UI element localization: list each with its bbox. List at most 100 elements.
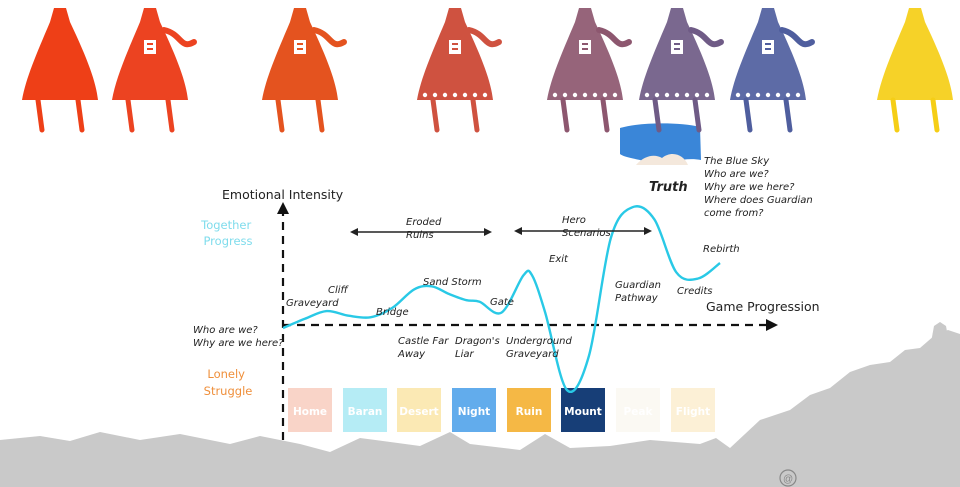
y-axis-title: Emotional Intensity [222, 187, 344, 202]
hem-dot [664, 92, 670, 98]
robe-glyph [671, 40, 683, 54]
robe-glyph-stroke [147, 43, 153, 45]
hem-dot [644, 92, 650, 98]
robe-glyph-stroke [674, 43, 680, 45]
progress-label: Progress [203, 234, 252, 248]
hem-dot [592, 92, 598, 98]
x-axis-arrow-icon [766, 319, 778, 331]
sky-cloud [636, 154, 688, 165]
hem-dot [694, 92, 700, 98]
hem-dot [462, 92, 468, 98]
lonely-label: Lonely [207, 367, 245, 381]
stage-tile-ruin: Ruin [507, 388, 551, 432]
annotation-line: Eroded [406, 217, 442, 228]
stage-tile-peak: Peak [616, 388, 660, 432]
hem-dot [482, 92, 488, 98]
hem-dot [795, 92, 801, 98]
eroded-ruins-range-arrow [350, 228, 492, 236]
annotation-line: Pathway [615, 293, 659, 304]
hem-dot [745, 92, 751, 98]
annotation-line: Cliff [328, 285, 350, 296]
robe-glyph-stroke [297, 43, 303, 45]
robe-glyph-stroke [147, 48, 153, 50]
stage-tile-swatch [671, 388, 715, 432]
annotation-line: Castle Far [398, 336, 449, 347]
traveler-figure-7 [730, 8, 815, 133]
annotation-line: Graveyard [506, 349, 559, 360]
stage-tile-swatch [507, 388, 551, 432]
hero-scenarios-range-arrow [514, 227, 652, 235]
stage-tile-mount: Mount [561, 388, 605, 432]
stage-tile-flight: Flight [671, 388, 715, 432]
traveler-figure-2 [112, 8, 197, 133]
robe-glyph-stroke [765, 48, 771, 50]
robe-glyph [144, 40, 156, 54]
robe-glyph [762, 40, 774, 54]
hem-dot [422, 92, 428, 98]
annotation-graveyard: Graveyard [286, 298, 339, 309]
robe-glyph-stroke [765, 43, 771, 45]
annotation-rebirth: Rebirth [703, 244, 740, 255]
legs-shape [890, 97, 940, 133]
hem-dot [472, 92, 478, 98]
stage-tile-swatch [343, 388, 387, 432]
stage-tile-swatch [288, 388, 332, 432]
stage-tile-label: Night [458, 406, 490, 418]
scarf-shape [161, 27, 197, 48]
annotation-line: Ruins [406, 230, 434, 241]
annotation-line: come from? [704, 208, 764, 219]
robe-glyph [579, 40, 591, 54]
annotation-line: Hero [562, 215, 586, 226]
annotation-line: Liar [455, 349, 474, 360]
traveler-figure-3 [262, 8, 347, 133]
stage-tile-desert: Desert [397, 388, 441, 432]
annotation-line: Who are we? [704, 169, 769, 180]
robe-glyph-stroke [452, 43, 458, 45]
robe-glyph-stroke [582, 48, 588, 50]
hem-dot [442, 92, 448, 98]
annotation-line: The Blue Sky [704, 156, 770, 167]
annotation-line: Scenarios [562, 228, 611, 239]
stage-tile-label: Desert [399, 406, 438, 418]
traveler-figure-8 [877, 8, 953, 133]
legs-shape [125, 97, 175, 133]
robe-glyph [294, 40, 306, 54]
traveler-figure-1 [22, 8, 98, 133]
annotation-underground-graveyard: Underground Graveyard [506, 336, 573, 360]
robe-glyph-stroke [297, 48, 303, 50]
legs-shape [652, 97, 702, 133]
stage-tile-baran: Baran [343, 388, 387, 432]
annotation-line: Credits [677, 286, 713, 297]
annotation-line: Guardian [615, 280, 661, 291]
legs-shape [560, 97, 610, 133]
robe-glyph [449, 40, 461, 54]
stage-tile-label: Peak [624, 406, 654, 418]
stage-tile-label: Mount [564, 406, 602, 418]
scarf-shape [779, 27, 815, 48]
wechat-watermark-icon: @ [779, 469, 797, 487]
stage-tile-swatch [397, 388, 441, 432]
together-label: Together [200, 218, 251, 232]
robe-glyph-stroke [582, 43, 588, 45]
hem-dot [562, 92, 568, 98]
annotation-line: Bridge [376, 307, 409, 318]
annotation-line: Dragon's [455, 336, 500, 347]
annotation-line: Underground [506, 336, 573, 347]
annotation-bridge: Bridge [376, 307, 409, 318]
hem-dot [612, 92, 618, 98]
x-axis-title: Game Progression [706, 299, 820, 314]
annotation-gate: Gate [490, 297, 514, 308]
annotation-guardian-pathway: Guardian Pathway [615, 280, 661, 304]
stage-annotations: Who are we? Why are we here? Graveyard Clif… [193, 156, 813, 360]
hem-dot [704, 92, 710, 98]
together-progress-label: Together Progress [200, 218, 255, 248]
hem-dot [674, 92, 680, 98]
scarf-shape [311, 27, 347, 48]
annotation-cliff: Cliff [328, 285, 350, 296]
hem-dot [572, 92, 578, 98]
annotation-line: Rebirth [703, 244, 740, 255]
hem-dot [602, 92, 608, 98]
stage-tile-swatch [561, 388, 605, 432]
legs-shape [35, 97, 85, 133]
